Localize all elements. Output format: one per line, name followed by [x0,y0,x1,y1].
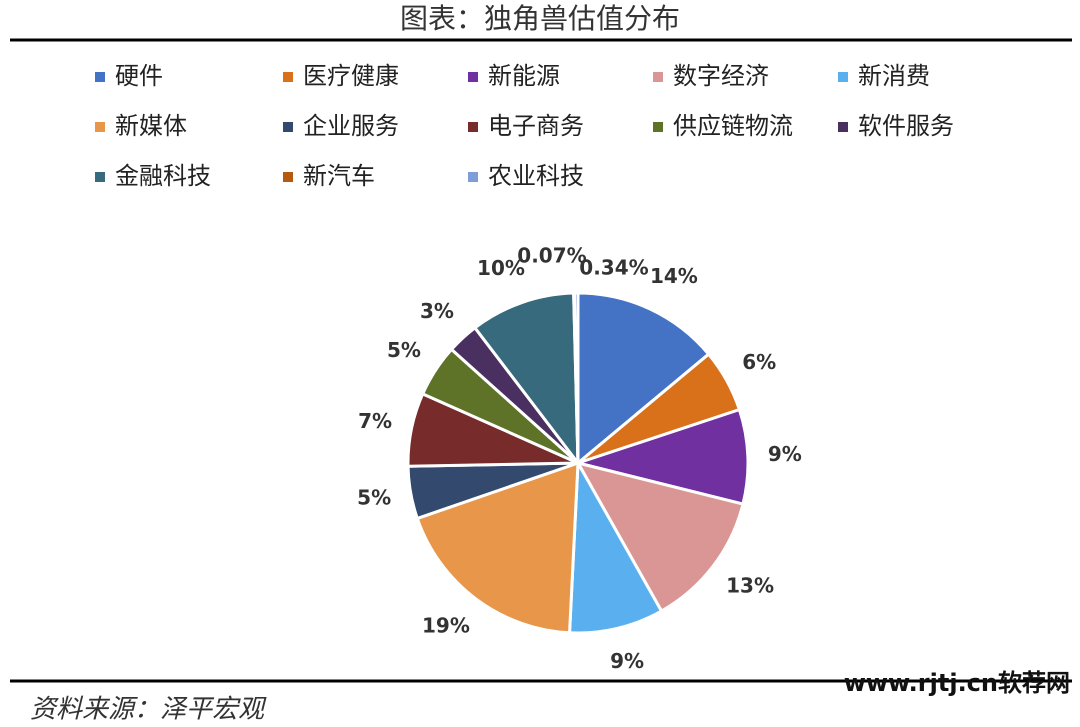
value-label: 5% [357,485,391,509]
legend-label: 软件服务 [858,112,954,140]
value-label: 9% [610,649,644,673]
pie-slice [574,460,745,614]
value-label: 0.07% [517,244,586,268]
legend-swatch [283,172,293,182]
legend-label: 电子商务 [488,112,584,140]
value-label: 9% [768,442,802,466]
pie-slice [472,291,580,468]
value-label: 5% [387,338,421,362]
pie-slice [572,291,580,464]
legend-swatch [468,122,478,132]
value-label: 3% [420,299,454,323]
legend-swatch [468,72,478,82]
legend-swatch [95,72,105,82]
legend-swatch [95,172,105,182]
value-label: 10% [477,256,525,280]
pie-slice [572,407,750,506]
source-note: 资料来源：泽平宏观 [30,695,267,725]
value-label: 14% [650,264,698,288]
legend-label: 硬件 [115,62,163,90]
pie-slice [567,457,664,635]
value-label: 0.34% [579,256,648,280]
legend-label: 金融科技 [115,162,211,190]
legend-label: 新消费 [858,62,930,90]
legend-swatch [838,72,848,82]
value-label: 7% [358,409,392,433]
value-label: 13% [726,574,774,598]
legend-swatch [468,172,478,182]
legend-label: 供应链物流 [673,112,793,140]
legend-swatch [283,72,293,82]
pie-slice [576,291,711,467]
watermark: www.rjtj.cn软荐网 [844,669,1070,697]
value-label: 19% [422,613,470,637]
legend-swatch [653,122,663,132]
legend-label: 新汽车 [303,162,375,190]
legend-swatch [653,72,663,82]
legend-label: 医疗健康 [303,62,399,90]
legend-swatch [838,122,848,132]
legend-label: 农业科技 [488,162,584,190]
legend-label: 企业服务 [303,112,399,140]
legend-label: 数字经济 [673,62,769,90]
legend-label: 新能源 [488,62,560,90]
value-label: 6% [742,350,776,374]
legend-swatch [283,122,293,132]
legend-label: 新媒体 [115,112,187,140]
chart-title: 图表：独角兽估值分布 [400,2,680,35]
legend-swatch [95,122,105,132]
